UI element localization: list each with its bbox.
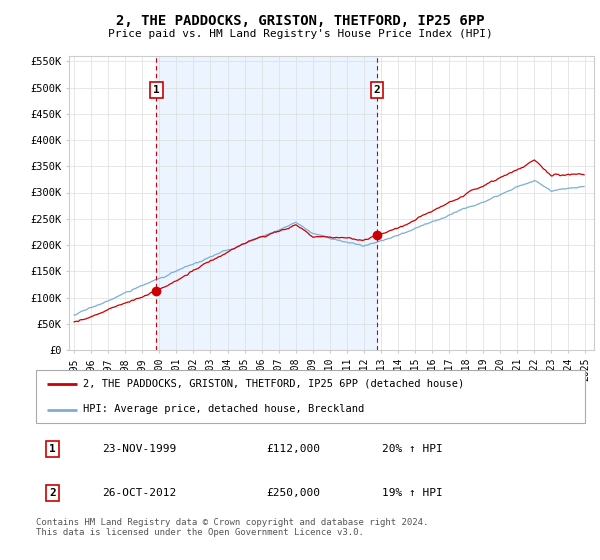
Text: 19% ↑ HPI: 19% ↑ HPI	[382, 488, 443, 498]
Text: 2, THE PADDOCKS, GRISTON, THETFORD, IP25 6PP (detached house): 2, THE PADDOCKS, GRISTON, THETFORD, IP25…	[83, 379, 464, 389]
Text: 2: 2	[373, 85, 380, 95]
Text: 20% ↑ HPI: 20% ↑ HPI	[382, 444, 443, 454]
FancyBboxPatch shape	[36, 370, 585, 423]
Bar	[157, 56, 377, 350]
Text: HPI: Average price, detached house, Breckland: HPI: Average price, detached house, Brec…	[83, 404, 364, 414]
Text: £250,000: £250,000	[266, 488, 320, 498]
Text: 23-NOV-1999: 23-NOV-1999	[102, 444, 176, 454]
Text: Price paid vs. HM Land Registry's House Price Index (HPI): Price paid vs. HM Land Registry's House …	[107, 29, 493, 39]
Text: £112,000: £112,000	[266, 444, 320, 454]
Text: Contains HM Land Registry data © Crown copyright and database right 2024.
This d: Contains HM Land Registry data © Crown c…	[36, 518, 428, 538]
Text: 2, THE PADDOCKS, GRISTON, THETFORD, IP25 6PP: 2, THE PADDOCKS, GRISTON, THETFORD, IP25…	[116, 14, 484, 28]
Text: 2: 2	[49, 488, 56, 498]
Text: 1: 1	[49, 444, 56, 454]
Text: 26-OCT-2012: 26-OCT-2012	[102, 488, 176, 498]
Text: 1: 1	[153, 85, 160, 95]
